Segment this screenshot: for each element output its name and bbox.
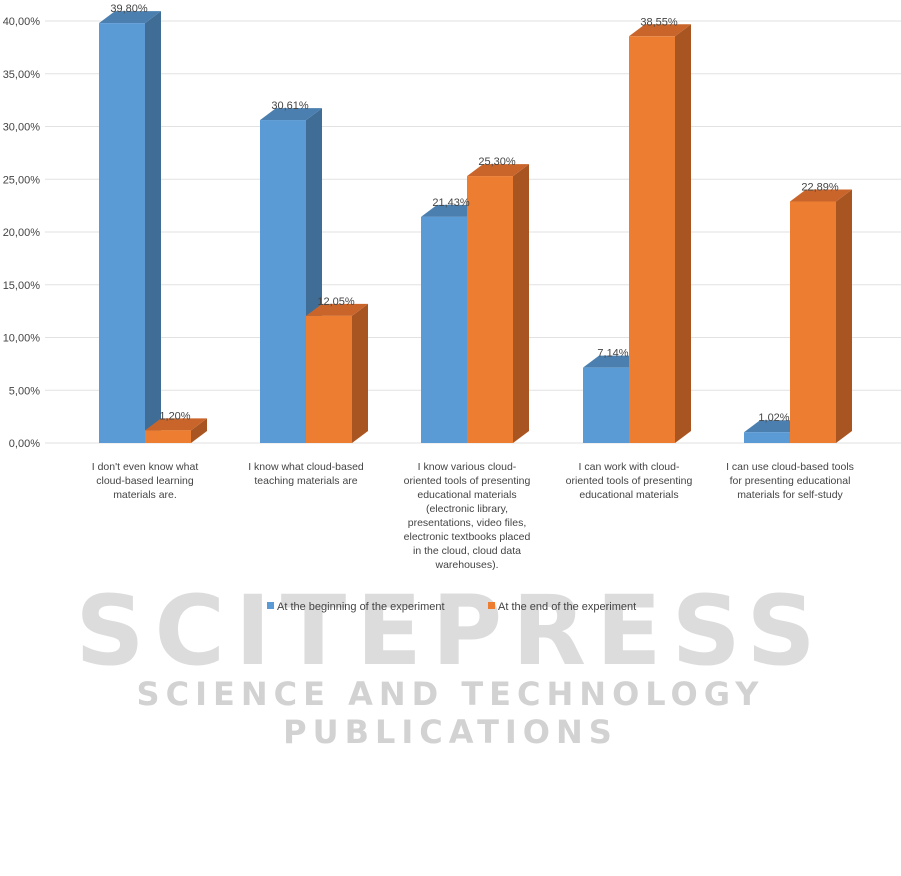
- y-tick-label: 15,00%: [3, 280, 41, 292]
- x-category-label-line: materials for self-study: [737, 489, 843, 501]
- bar-front: [790, 201, 836, 443]
- x-category-label-line: educational materials: [579, 489, 678, 501]
- legend-item: At the end of the experiment: [488, 601, 636, 613]
- y-tick-label: 0,00%: [9, 438, 40, 450]
- x-category-label-line: oriented tools of presenting: [566, 475, 693, 487]
- data-label: 30,61%: [271, 100, 309, 112]
- watermark-subtitle: SCIENCE AND TECHNOLOGY PUBLICATIONS: [136, 675, 765, 751]
- data-label: 21,43%: [432, 197, 470, 209]
- y-tick-label: 35,00%: [3, 69, 41, 81]
- data-label: 38,55%: [640, 16, 678, 28]
- y-tick-label: 25,00%: [3, 174, 41, 186]
- bar-front: [260, 120, 306, 443]
- bar-front: [306, 315, 352, 443]
- bar-top: [145, 418, 207, 431]
- data-label: 1,02%: [758, 412, 789, 424]
- bar: [145, 418, 207, 443]
- bar: [629, 24, 691, 444]
- x-category-label-line: in the cloud, cloud data: [413, 545, 521, 557]
- bar-front: [467, 176, 513, 443]
- bar: [306, 303, 368, 443]
- legend-swatch: [488, 602, 495, 609]
- data-label: 25,30%: [478, 156, 516, 168]
- bar-front: [99, 23, 145, 444]
- y-tick-label: 20,00%: [3, 227, 41, 239]
- x-category-label: I can work with cloud-oriented tools of …: [566, 461, 693, 501]
- x-category-label-line: I don't even know what: [92, 461, 199, 473]
- data-label: 39,80%: [110, 3, 148, 15]
- bar-side: [836, 189, 852, 443]
- y-tick-label: 10,00%: [3, 333, 41, 345]
- x-category-label-line: cloud-based learning: [96, 475, 194, 487]
- legend: At the beginning of the experiment At the…: [267, 601, 636, 613]
- bar-side: [675, 24, 691, 444]
- bar-front: [583, 367, 629, 443]
- bar-side: [145, 11, 161, 444]
- x-category-label-line: for presenting educational: [730, 475, 851, 487]
- bar: [790, 189, 852, 443]
- y-tick-label: 5,00%: [9, 385, 40, 397]
- legend-label: At the end of the experiment: [498, 601, 636, 613]
- bar: [467, 164, 529, 443]
- x-category-label-line: (electronic library,: [426, 503, 508, 515]
- x-category-label-line: presentations, video files,: [408, 517, 526, 529]
- bar-top: [306, 303, 368, 316]
- legend-swatch: [267, 602, 274, 609]
- bar-top: [99, 11, 161, 24]
- x-category-label-line: oriented tools of presenting: [404, 475, 531, 487]
- x-category-label: I know what cloud-based teaching material…: [248, 461, 364, 487]
- bar-front: [145, 430, 191, 443]
- bar: [260, 108, 322, 443]
- x-category-label-line: I can use cloud-based tools: [726, 461, 854, 473]
- x-category-label-line: educational materials: [417, 489, 516, 501]
- watermark-logo-text: SCITEPRESS: [75, 575, 826, 687]
- legend-item: At the beginning of the experiment: [267, 601, 445, 613]
- bar-top: [629, 24, 691, 37]
- bar: [99, 11, 161, 444]
- bar-front: [629, 36, 675, 444]
- data-label: 1,20%: [159, 410, 190, 422]
- data-label: 7,14%: [597, 348, 628, 360]
- data-label: 12,05%: [317, 296, 355, 308]
- bars: [99, 11, 852, 444]
- legend-label: At the beginning of the experiment: [277, 601, 445, 613]
- x-axis: I don't even know what cloud-based learni…: [92, 461, 854, 571]
- y-axis: 0,00% 5,00% 10,00% 15,00% 20,00% 25,00% 30,00%…: [3, 16, 41, 450]
- bar-side: [191, 418, 207, 443]
- bar-top: [467, 164, 529, 177]
- x-category-label: I know various cloud-oriented tools of p…: [404, 461, 531, 571]
- bar-front: [744, 432, 790, 443]
- bar-side: [352, 303, 368, 443]
- x-category-label: I don't even know what cloud-based learni…: [92, 461, 199, 501]
- x-category-label-line: I can work with cloud-: [579, 461, 680, 473]
- bar-side: [513, 164, 529, 443]
- x-category-label-line: I know what cloud-based: [248, 461, 364, 473]
- bar-top: [260, 108, 322, 121]
- data-label: 22,89%: [801, 182, 839, 194]
- x-category-label-line: electronic textbooks placed: [404, 531, 531, 543]
- x-category-label: I can use cloud-based tools for presentin…: [726, 461, 854, 501]
- y-tick-label: 30,00%: [3, 122, 41, 134]
- x-category-label-line: teaching materials are: [254, 475, 357, 487]
- x-category-label-line: I know various cloud-: [418, 461, 517, 473]
- bar-front: [421, 216, 467, 443]
- y-tick-label: 40,00%: [3, 16, 41, 28]
- bar-top: [790, 189, 852, 202]
- data-labels: 39,80% 1,20% 30,61% 12,05% 21,43% 25,30% 7,14%…: [110, 3, 839, 424]
- x-category-label-line: materials are.: [113, 489, 177, 501]
- x-category-label-line: warehouses).: [434, 559, 498, 571]
